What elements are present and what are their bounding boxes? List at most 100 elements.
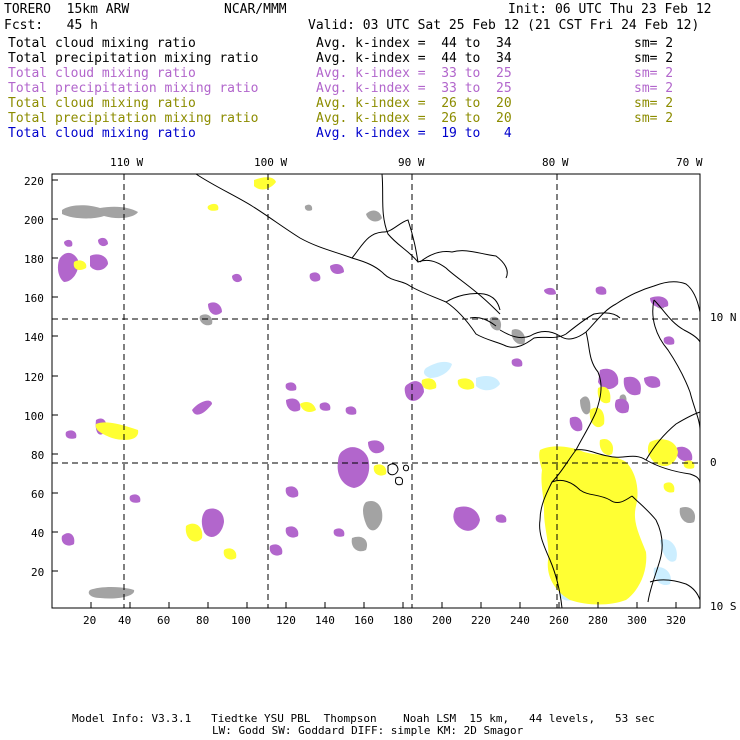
cloud-patch (453, 506, 480, 531)
forecast-hour: Fcst: 45 h (4, 18, 98, 33)
coastlines (195, 173, 701, 609)
legend-field: Total cloud mixing ratio (8, 126, 196, 141)
cloud-patch (269, 544, 283, 556)
cloud-patch (285, 526, 299, 538)
cloud-patch (65, 430, 77, 439)
cloud-patch (404, 381, 424, 401)
galapagos-islands (387, 463, 409, 486)
cloud-patch (647, 439, 678, 467)
cloud-patch (675, 446, 693, 462)
cloud-patch (614, 398, 630, 414)
cloud-patch (185, 523, 203, 542)
init-time: Init: 06 UTC Thu 23 Feb 12 (508, 2, 712, 17)
x-tick-label: 220 (471, 614, 491, 627)
cloud-patch (207, 203, 219, 211)
cloud-patch (345, 406, 357, 415)
model-title: TORERO 15km ARW (4, 2, 130, 17)
costa-rica-border (469, 317, 497, 327)
mexico-guatemala-border (351, 219, 419, 263)
x-tick-label: 320 (666, 614, 686, 627)
cloud-patch (495, 514, 507, 523)
cloud-patch (300, 402, 316, 412)
cloud-patch (64, 239, 73, 247)
x-tick-label: 180 (393, 614, 413, 627)
lon-label: 90 W (398, 156, 425, 169)
legend-sm: sm= 2 (634, 81, 674, 96)
x-tick-label: 240 (510, 614, 530, 627)
cloud-patch (333, 528, 345, 537)
yellow-cloud-patches (73, 177, 695, 605)
lon-label: 70 W (676, 156, 703, 169)
x-tick-label: 120 (276, 614, 296, 627)
honduras-border (419, 250, 508, 279)
nicaragua-border (445, 293, 501, 311)
x-tick-label: 300 (627, 614, 647, 627)
legend-index: Avg. k-index = 33 to 25 (316, 81, 512, 96)
central-america-coast (195, 173, 621, 348)
x-tick-label: 160 (354, 614, 374, 627)
legend-index: Avg. k-index = 33 to 25 (316, 66, 512, 81)
y-tick-label: 100 (24, 410, 44, 423)
cloud-patch (663, 336, 675, 345)
x-tick-label: 140 (315, 614, 335, 627)
legend-sm: sm= 2 (634, 96, 674, 111)
cloud-patch (660, 539, 677, 562)
cloud-patch (511, 358, 523, 367)
x-tick-label: 280 (588, 614, 608, 627)
frame-border (51, 173, 701, 609)
legend-field: Total precipitation mixing ratio (8, 81, 259, 96)
cloud-patch (201, 508, 224, 537)
cloud-patch (421, 378, 437, 390)
cloud-patch (285, 382, 297, 391)
cloud-patch (254, 177, 276, 190)
panama-coast (499, 329, 587, 340)
cloud-patch (650, 296, 669, 308)
y-tick-label: 40 (31, 527, 45, 540)
legend-sm: sm= 2 (634, 66, 674, 81)
colombia-north-coast (585, 281, 701, 333)
cloud-patch (90, 254, 108, 271)
cloud-patch (223, 548, 237, 560)
cloud-patch (98, 237, 108, 247)
org-label: NCAR/MMM (224, 2, 287, 17)
cloud-patch (319, 402, 331, 411)
x-tick-label: 80 (196, 614, 210, 627)
cloud-patch (663, 482, 675, 493)
y-tick-label: 20 (31, 566, 45, 579)
lon-label: 110 W (110, 156, 144, 169)
cloud-patch (623, 376, 641, 396)
x-tick-label: 20 (83, 614, 97, 627)
cloud-patch (569, 416, 583, 432)
legend-field: Total cloud mixing ratio (8, 96, 196, 111)
y-tick-label: 200 (24, 214, 44, 227)
legend-field: Total cloud mixing ratio (8, 36, 196, 51)
cloud-patch (57, 252, 79, 282)
cloud-patch (476, 376, 500, 391)
y-tick-label: 120 (24, 371, 44, 384)
map-frame (51, 173, 701, 609)
venezuela-coast (653, 299, 701, 343)
legend-field: Total cloud mixing ratio (8, 66, 196, 81)
valid-time: Valid: 03 UTC Sat 25 Feb 12 (21 CST Fri … (308, 18, 700, 33)
model-info: Model Info: V3.3.1 Tiedtke YSU PBL Thomp… (72, 712, 655, 725)
purple-cloud-patches (57, 237, 693, 556)
y-tick-label: 160 (24, 292, 44, 305)
legend-index: Avg. k-index = 44 to 34 (316, 36, 512, 51)
cloud-patch (285, 486, 299, 498)
cloud-patch (598, 368, 619, 390)
x-tick-label: 40 (118, 614, 132, 627)
legend-field: Total precipitation mixing ratio (8, 51, 259, 66)
lat-label: 10 N (710, 311, 737, 324)
cloud-patch (544, 287, 556, 295)
cloud-patch (599, 438, 614, 456)
cloud-patch (679, 506, 696, 524)
cloud-patch (366, 210, 382, 222)
x-tick-label: 100 (231, 614, 251, 627)
x-tick-label: 200 (432, 614, 452, 627)
cloud-patch (683, 460, 695, 469)
legend-sm: sm= 2 (634, 111, 674, 126)
cloud-patch (95, 422, 139, 440)
cloud-patch (286, 398, 301, 412)
peru-bolivia-border (649, 579, 701, 601)
lat-lon-grid (52, 174, 700, 608)
